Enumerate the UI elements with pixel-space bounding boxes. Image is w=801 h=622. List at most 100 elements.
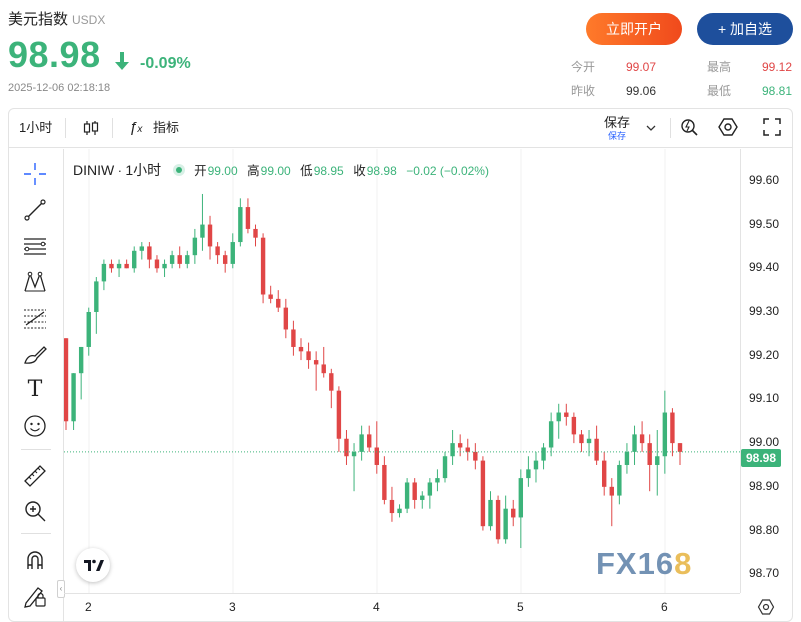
price-tick-label: 99.40 — [749, 260, 780, 275]
brush-icon[interactable] — [22, 341, 48, 367]
candle — [655, 430, 660, 496]
time-axis[interactable] — [64, 593, 740, 621]
candle — [169, 250, 175, 269]
candle — [109, 259, 114, 273]
zoom-in-icon[interactable] — [22, 498, 48, 524]
fullscreen-icon[interactable] — [763, 118, 781, 136]
horizontal-lines-icon[interactable] — [22, 233, 48, 259]
candle — [480, 456, 486, 531]
low-value: 98.81 — [762, 84, 793, 98]
magnet-icon[interactable] — [22, 547, 48, 573]
candle — [367, 425, 372, 452]
price-tick-label: 98.80 — [749, 522, 780, 537]
candle — [601, 451, 607, 496]
legend-close-value: 98.98 — [366, 164, 397, 178]
trend-line-icon[interactable] — [22, 197, 48, 223]
candle — [298, 338, 304, 361]
candle — [78, 346, 84, 400]
candle — [124, 259, 129, 269]
lock-pencil-icon[interactable] — [22, 583, 48, 609]
candle — [420, 491, 425, 509]
candle — [556, 403, 561, 439]
candle — [564, 403, 569, 426]
candle — [192, 228, 198, 264]
candle — [670, 408, 675, 457]
legend-symbol[interactable]: DINIW — [73, 162, 115, 178]
price-chart[interactable] — [64, 149, 740, 593]
fib-icon[interactable] — [22, 305, 48, 331]
candle — [101, 259, 107, 291]
fx168-watermark: FX168 — [596, 546, 692, 582]
candle — [412, 478, 417, 509]
candle — [222, 250, 228, 273]
candle — [465, 438, 470, 461]
last-price: 98.98 — [8, 34, 101, 75]
candle — [116, 259, 122, 278]
tradingview-icon — [84, 559, 104, 571]
candle — [245, 198, 251, 234]
price-tick-label: 98.70 — [749, 566, 780, 581]
collapse-sidebar-button[interactable]: ‹ — [57, 580, 65, 598]
price-axis[interactable] — [740, 149, 792, 593]
legend-close-label: 收 — [353, 164, 366, 178]
stats-labels-left: 今开 昨收 — [571, 58, 595, 106]
candle — [147, 242, 152, 269]
open-account-button[interactable]: 立即开户 — [586, 13, 682, 45]
today-open-value: 99.07 — [626, 60, 657, 74]
chevron-down-icon[interactable] — [646, 124, 656, 132]
candle — [511, 499, 516, 527]
time-tick-label: 3 — [229, 600, 236, 614]
candle — [177, 246, 182, 269]
interval-selector[interactable]: 1小时 — [19, 120, 53, 135]
candlestick-icon[interactable] — [82, 119, 100, 137]
candle — [64, 338, 69, 431]
pattern-icon[interactable] — [22, 269, 48, 295]
candle — [571, 412, 577, 444]
emoji-icon[interactable] — [22, 413, 48, 439]
crosshair-icon[interactable] — [22, 161, 48, 187]
candle — [253, 224, 258, 247]
chart-settings-icon[interactable] — [757, 598, 775, 616]
candle — [283, 298, 289, 339]
candle — [609, 478, 614, 527]
candle — [526, 456, 531, 487]
save-button[interactable]: 保存 保存 — [594, 115, 640, 141]
tradingview-logo[interactable] — [76, 548, 110, 582]
timestamp: 2025-12-06 02:18:18 — [8, 82, 111, 94]
legend-interval[interactable]: 1小时 — [125, 162, 162, 178]
candle — [374, 421, 379, 474]
legend-low-label: 低 — [300, 164, 313, 178]
sidebar-divider — [21, 533, 51, 534]
text-icon[interactable]: T — [27, 377, 43, 402]
fx-icon[interactable]: ƒx — [129, 119, 143, 136]
price-tick-label: 99.20 — [749, 347, 780, 362]
candle — [139, 242, 145, 260]
stats-values-left: 99.07 99.06 — [626, 58, 656, 106]
candle — [162, 259, 167, 278]
watermark-text: FX16 — [596, 546, 675, 581]
candle — [473, 443, 478, 470]
prev-close-label: 昨收 — [571, 84, 596, 98]
candle — [503, 495, 508, 544]
candle — [457, 434, 463, 457]
toolbar-divider — [65, 118, 66, 138]
price-tick-label: 99.60 — [749, 172, 780, 187]
candle — [351, 443, 357, 492]
stats-values-right: 99.12 98.81 — [762, 58, 792, 106]
candle — [442, 451, 448, 483]
candle — [200, 193, 205, 251]
candle — [435, 469, 440, 492]
indicators-button[interactable]: 指标 — [153, 120, 180, 135]
price-tick-label: 98.90 — [749, 478, 780, 493]
candle — [389, 486, 395, 522]
watermark-eight: 8 — [674, 546, 693, 581]
candle — [579, 430, 584, 452]
add-watchlist-button[interactable]: + 加自选 — [697, 13, 793, 45]
quick-search-icon[interactable] — [679, 117, 699, 137]
ruler-icon[interactable] — [22, 463, 48, 489]
candle — [647, 434, 652, 492]
candle — [260, 233, 266, 304]
market-status-icon — [172, 164, 185, 176]
toolbar-divider — [670, 118, 671, 138]
settings-icon[interactable] — [718, 117, 738, 137]
